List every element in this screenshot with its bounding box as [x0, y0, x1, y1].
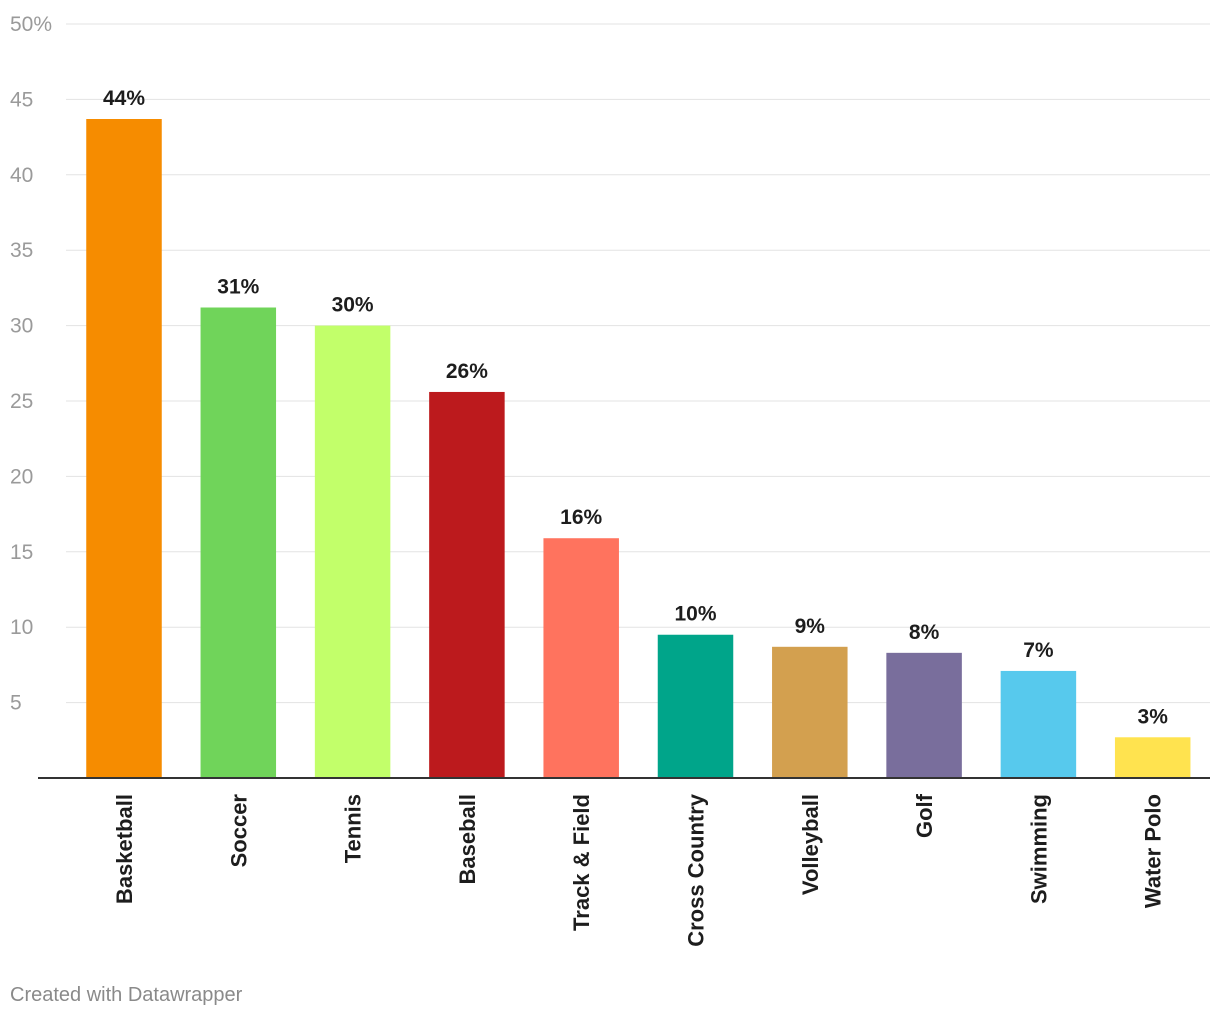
value-label: 31%	[217, 276, 259, 299]
y-tick-label: 30	[10, 315, 33, 338]
x-tick-label: Baseball	[455, 794, 480, 885]
value-label: 9%	[795, 615, 826, 638]
bar	[86, 119, 162, 778]
x-tick-label: Golf	[912, 793, 937, 838]
x-tick-label: Water Polo	[1141, 794, 1166, 908]
value-label: 26%	[446, 360, 488, 383]
bar	[772, 646, 848, 778]
value-label: 30%	[332, 294, 374, 317]
bar	[429, 391, 505, 778]
bar	[200, 307, 277, 778]
bar	[657, 634, 734, 778]
x-tick-label: Soccer	[226, 794, 251, 868]
y-tick-label: 20	[10, 465, 33, 488]
x-tick-label: Swimming	[1026, 794, 1051, 904]
x-tick-label: Tennis	[341, 794, 366, 863]
value-label: 16%	[560, 506, 602, 529]
bar	[1114, 737, 1191, 778]
y-tick-label: 35	[10, 239, 33, 262]
x-axis-labels: Basketball Soccer Tennis Baseball Track & Fi…	[112, 793, 1166, 947]
value-label: 10%	[674, 603, 716, 626]
y-tick-label: 45	[10, 88, 33, 111]
value-label: 3%	[1138, 705, 1169, 728]
value-labels: 44% 31% 30% 26% 16% 10% 9% 8% 7% 3%	[103, 87, 1168, 728]
x-tick-label: Track & Field	[569, 794, 594, 931]
bars	[86, 119, 1191, 778]
y-axis-ticks: 5 10 15 20 25 30 35 40 45 50%	[10, 13, 52, 715]
y-tick-label: 50%	[10, 13, 52, 36]
bar	[314, 325, 391, 778]
y-tick-label: 10	[10, 616, 33, 639]
y-tick-label: 40	[10, 164, 33, 187]
bar	[886, 652, 962, 778]
credit-text: Created with Datawrapper	[10, 984, 243, 1006]
x-tick-label: Basketball	[112, 794, 137, 904]
bar-chart: 5 10 15 20 25 30 35 40 45 50% 44% 31% 30% 26% 16% 10% 9…	[10, 13, 1210, 947]
value-label: 8%	[909, 621, 940, 644]
x-tick-label: Volleyball	[798, 794, 823, 895]
x-tick-label: Cross Country	[684, 793, 709, 947]
y-tick-label: 25	[10, 390, 33, 413]
value-label: 44%	[103, 87, 145, 110]
y-tick-label: 15	[10, 541, 33, 564]
bar	[1000, 670, 1077, 778]
bar	[543, 538, 619, 778]
value-label: 7%	[1023, 639, 1054, 662]
y-tick-label: 5	[10, 692, 22, 715]
